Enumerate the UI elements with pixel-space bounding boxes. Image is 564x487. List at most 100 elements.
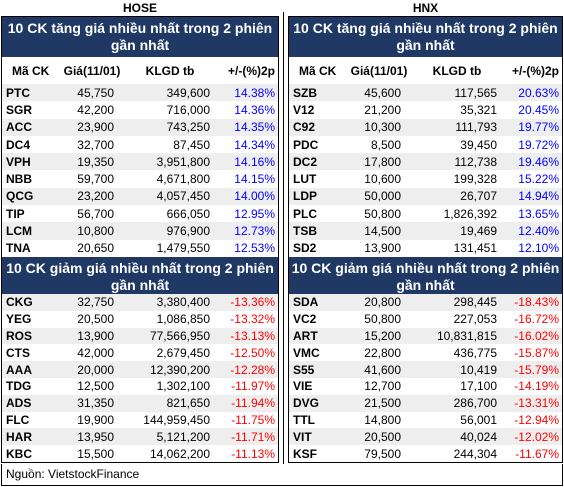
stock-price: 19,350	[77, 154, 114, 169]
stock-change: -12.02%	[514, 429, 559, 444]
hnx-gainers-rows: SZB 45,600 117,565 20.63% V12 21,200 35,321 20.…	[289, 84, 562, 257]
stock-change: 14.94%	[518, 189, 559, 204]
table-row: C92 10,300 111,793 19.77%	[289, 118, 562, 136]
stock-volume: 976,900	[166, 224, 210, 239]
stock-change: 19.72%	[518, 137, 559, 152]
column-price: Giá(11/01)	[350, 63, 408, 78]
stock-change: 19.46%	[518, 154, 559, 169]
hnx-gainers-title: 10 CK tăng giá nhiều nhất trong 2 phiên …	[289, 17, 562, 57]
table-row: CTS 42,000 2,679,450 -12.50%	[2, 344, 278, 361]
stock-change: -15.87%	[514, 345, 559, 360]
column-volume: KLGD tb	[432, 63, 482, 78]
stock-price: 32,750	[77, 295, 114, 310]
stock-symbol: SD2	[293, 241, 317, 256]
stock-symbol: FLC	[6, 412, 30, 427]
table-row: ACC 23,900 743,250 14.35%	[2, 118, 278, 136]
stock-symbol: YEG	[6, 312, 32, 327]
table-row: YEG 20,500 1,086,850 -13.32%	[2, 311, 278, 328]
table-row: PTC 45,750 349,600 14.38%	[2, 84, 278, 102]
stock-change: -11.75%	[231, 412, 275, 427]
stock-price: 20,500	[364, 429, 401, 444]
stock-symbol: VIE	[293, 379, 313, 394]
hose-gainers-column-header: Mã CK Giá(11/01) KLGD tb +/-(%)2p	[2, 57, 278, 84]
stock-price: 59,700	[77, 172, 114, 187]
stock-symbol: SGR	[6, 102, 33, 117]
table-row: SGR 42,200 716,000 14.36%	[2, 101, 278, 118]
stock-symbol: LUT	[293, 172, 317, 187]
stock-price: 10,600	[364, 172, 401, 187]
table-row: VIE 12,700 17,100 -14.19%	[289, 378, 562, 395]
hose-losers-title: 10 CK giảm giá nhiều nhất trong 2 phiên …	[2, 256, 278, 294]
stock-change: 14.00%	[234, 189, 275, 204]
stock-change: 15.22%	[518, 172, 559, 187]
stock-symbol: CKG	[6, 295, 33, 310]
stock-change: 14.35%	[234, 120, 275, 135]
stock-change: -13.13%	[230, 328, 275, 343]
stock-change: -12.28%	[230, 362, 275, 377]
stock-price: 32,700	[77, 137, 114, 152]
stock-change: -11.94%	[231, 396, 275, 411]
stock-price: 17,800	[364, 154, 401, 169]
stock-volume: 19,469	[460, 224, 497, 239]
stock-volume: 3,951,800	[156, 154, 210, 169]
stock-change: 14.34%	[234, 137, 275, 152]
table-row: LDP 50,000 26,707 14.94%	[289, 187, 562, 206]
stock-symbol: S55	[293, 362, 315, 377]
stock-change: 14.38%	[234, 85, 275, 100]
stock-price: 15,200	[364, 328, 401, 343]
stock-volume: 1,826,392	[443, 206, 497, 221]
table-row: SDA 20,800 298,445 -18.43%	[289, 293, 562, 311]
table-row: VMC 22,800 436,775 -15.87%	[289, 344, 562, 361]
table-row: HAR 13,950 5,121,200 -11.71%	[2, 428, 278, 446]
stock-volume: 743,250	[166, 120, 210, 135]
stock-price: 8,500	[370, 137, 401, 152]
stock-change: -13.36%	[230, 295, 275, 310]
stock-volume: 112,738	[454, 154, 498, 169]
hose-gainers-title: 10 CK tăng giá nhiều nhất trong 2 phiên …	[2, 17, 278, 57]
stock-change: 14.16%	[234, 154, 275, 169]
stock-volume: 87,450	[173, 137, 210, 152]
stock-change: 12.53%	[234, 241, 275, 256]
stock-volume: 1,479,550	[156, 241, 210, 256]
stock-change: 20.63%	[518, 85, 559, 100]
stock-volume: 111,793	[455, 120, 497, 135]
table-row: TIP 56,700 666,050 12.95%	[2, 205, 278, 222]
stock-price: 42,200	[77, 102, 114, 117]
stock-price: 45,750	[77, 85, 114, 100]
stock-price: 20,000	[77, 362, 114, 377]
table-row: V12 21,200 35,321 20.45%	[289, 101, 562, 118]
stock-price: 14,500	[364, 224, 401, 239]
column-change: +/-(%)2p	[227, 63, 275, 78]
stock-volume: 17,100	[460, 379, 497, 394]
stock-price: 13,900	[364, 241, 401, 256]
stock-volume: 10,419	[460, 362, 497, 377]
stock-volume: 1,086,850	[156, 312, 210, 327]
stock-price: 14,800	[364, 412, 401, 427]
stock-change: 12.40%	[518, 224, 559, 239]
stock-change: 12.73%	[234, 224, 275, 239]
stock-volume: 56,001	[460, 412, 497, 427]
stock-price: 13,900	[77, 328, 114, 343]
table-row: KSF 79,500 244,304 -11.67%	[289, 445, 562, 462]
stock-volume: 298,445	[453, 295, 497, 310]
hose-exchange-label: HOSE	[122, 1, 157, 15]
stock-change: 19.77%	[518, 120, 559, 135]
hose-losers-rows: CKG 32,750 3,380,400 -13.36% YEG 20,500 1,086,…	[2, 293, 278, 462]
stock-volume: 4,057,450	[156, 189, 210, 204]
stock-volume: 14,062,200	[149, 446, 210, 461]
table-row: NBB 59,700 4,671,800 14.15%	[2, 170, 278, 187]
stock-symbol: NBB	[6, 172, 32, 187]
table-row: AAA 20,000 12,390,200 -12.28%	[2, 361, 278, 378]
stock-symbol: DVG	[293, 396, 320, 411]
stock-change: -18.43%	[514, 295, 559, 310]
stock-volume: 5,121,200	[156, 429, 210, 444]
stock-price: 21,500	[364, 396, 401, 411]
table-row: ART 15,200 10,831,815 -16.02%	[289, 327, 562, 345]
stock-volume: 821,650	[166, 396, 210, 411]
table-row: VC2 50,800 227,053 -16.72%	[289, 311, 562, 328]
stock-symbol: VPH	[6, 154, 31, 169]
stock-volume: 3,380,400	[156, 295, 210, 310]
table-row: LCM 10,800 976,900 12.73%	[2, 222, 278, 240]
table-row: DC2 17,800 112,738 19.46%	[289, 153, 562, 171]
stock-price: 50,800	[364, 206, 401, 221]
